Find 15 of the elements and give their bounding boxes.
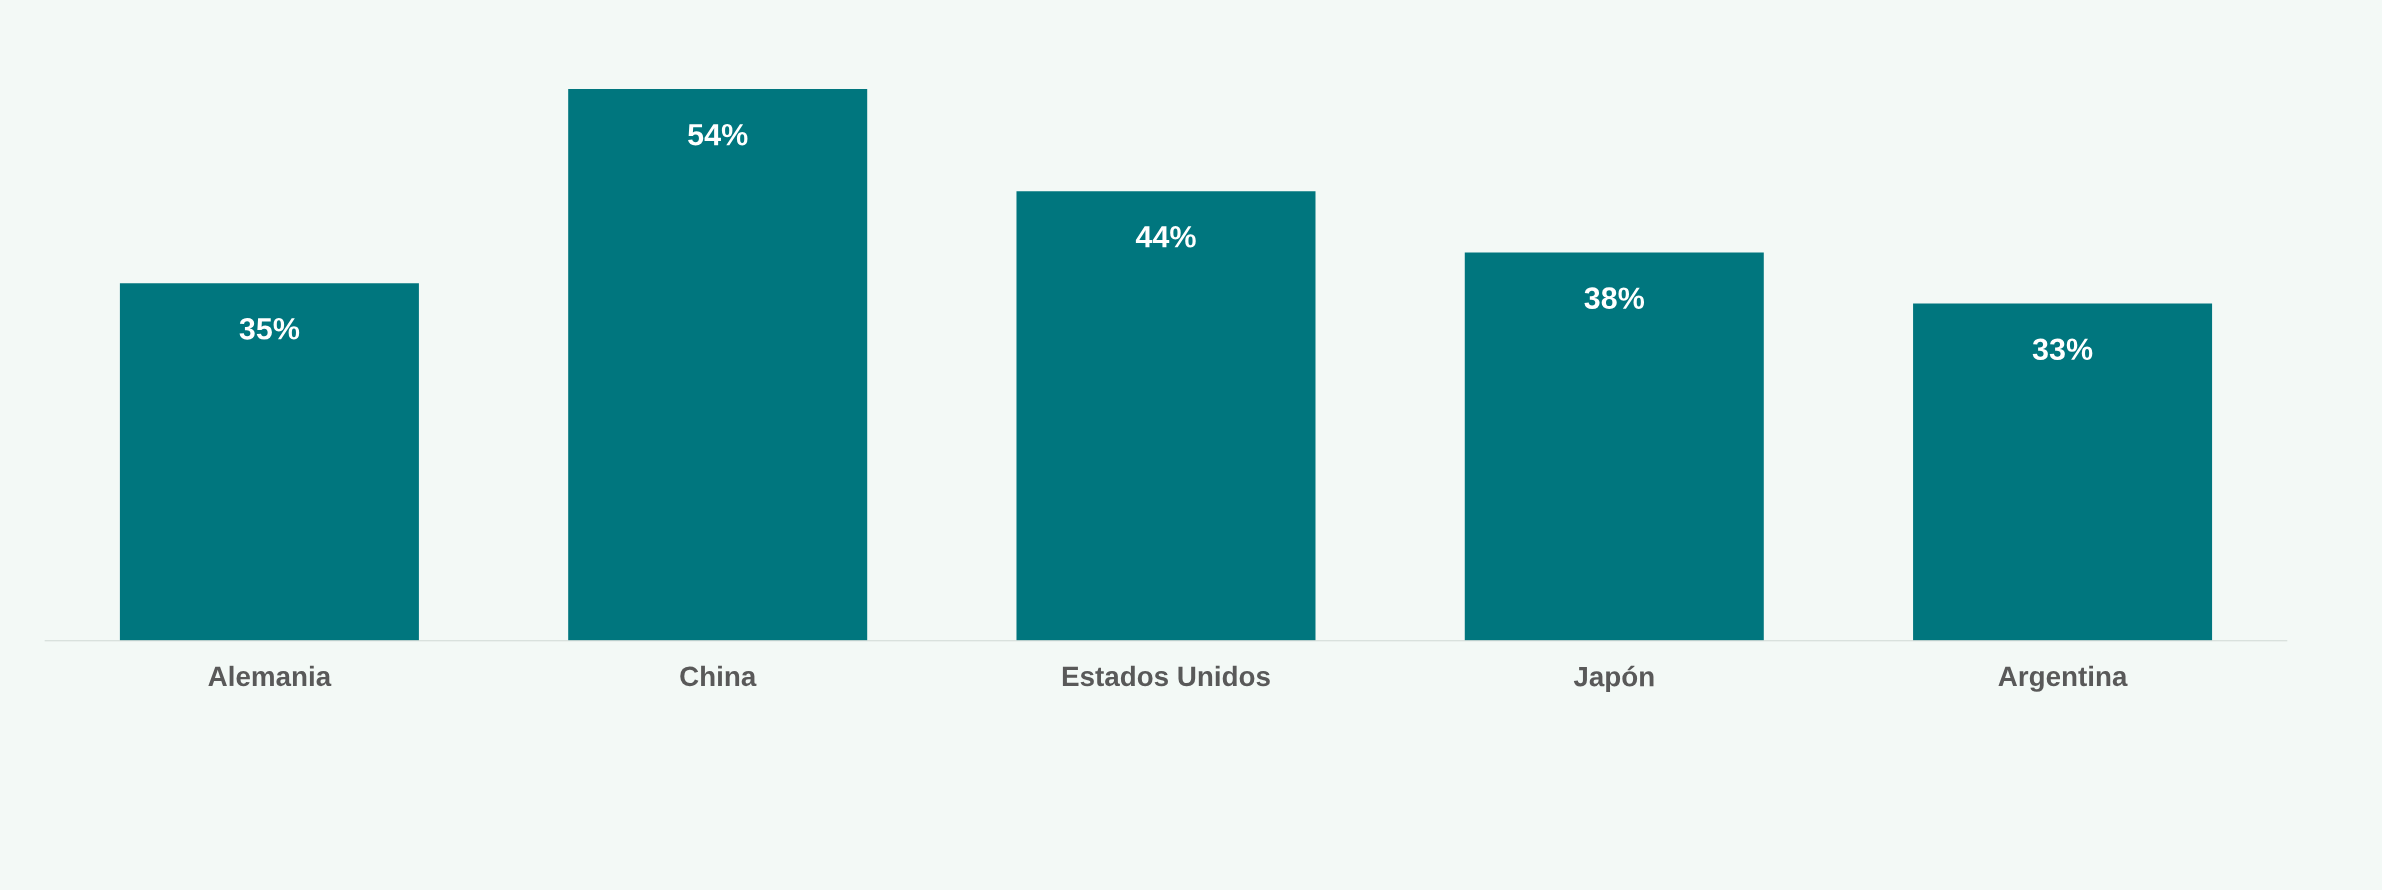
data-label: 38% xyxy=(1584,287,1645,309)
bar xyxy=(1913,303,2213,641)
x-tick-label: Japón xyxy=(1573,665,1654,692)
x-tick-label: Estados Unidos xyxy=(1062,665,1270,687)
x-tick-label: Alemania xyxy=(208,665,332,687)
bar xyxy=(1464,252,1764,641)
data-label: 35% xyxy=(239,317,300,340)
x-tick-label: Argentina xyxy=(1998,665,2128,692)
bar xyxy=(119,283,419,641)
bar xyxy=(1016,191,1316,641)
data-label: 54% xyxy=(688,123,748,146)
x-tick-label: China xyxy=(680,665,757,687)
bar xyxy=(568,89,868,641)
data-label: 33% xyxy=(2032,338,2093,361)
data-label: 44% xyxy=(1135,226,1196,248)
